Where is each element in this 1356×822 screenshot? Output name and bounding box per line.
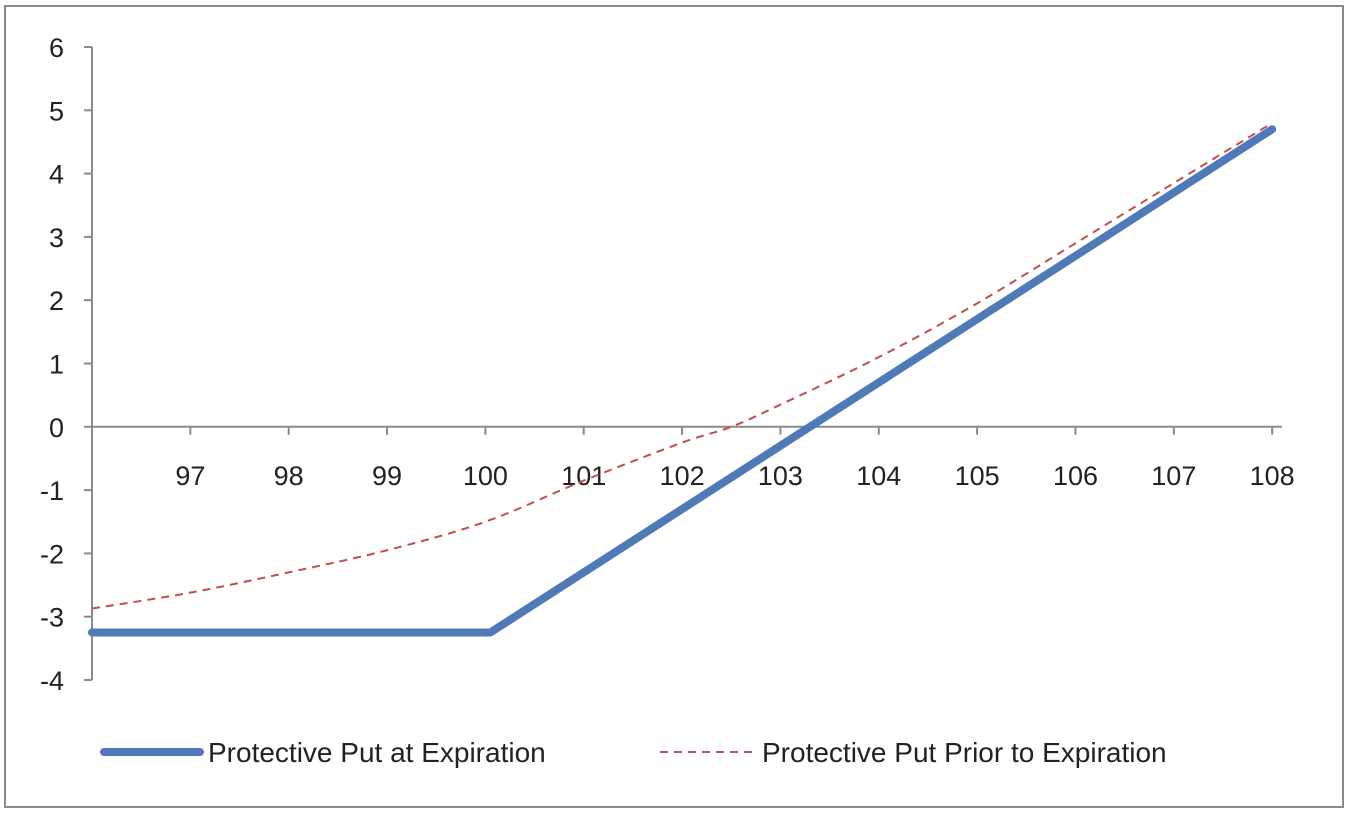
y-tick-label: -1 (40, 476, 64, 506)
x-tick-label: 99 (372, 461, 402, 491)
y-tick-label: 0 (49, 413, 64, 443)
x-tick-label: 103 (758, 461, 803, 491)
chart-frame (4, 5, 1344, 808)
y-tick-label: 1 (49, 350, 64, 380)
y-tick-label: 3 (49, 223, 64, 253)
x-tick-label: 104 (856, 461, 901, 491)
x-tick-label: 97 (175, 461, 205, 491)
x-tick-label: 107 (1151, 461, 1196, 491)
x-tick-label: 105 (955, 461, 1000, 491)
x-tick-label: 106 (1053, 461, 1098, 491)
x-tick-label: 108 (1250, 461, 1295, 491)
y-tick-label: 4 (49, 160, 64, 190)
y-tick-label: -4 (40, 666, 64, 696)
series-line-prior-to-expiration (91, 122, 1273, 610)
y-axis-ticks: -4 -3 -2 -1 0 1 2 3 4 5 6 (40, 33, 92, 696)
x-axis-ticks: 97 98 99 100 101 102 103 104 105 106 107 108 (175, 426, 1295, 491)
legend-label: Protective Put Prior to Expiration (762, 737, 1167, 768)
legend: Protective Put at Expiration Protective P… (100, 737, 1167, 768)
x-tick-label: 98 (274, 461, 304, 491)
y-tick-label: -2 (40, 539, 64, 569)
series-layer (88, 122, 1277, 637)
legend-label: Protective Put at Expiration (208, 737, 546, 768)
y-tick-label: 6 (49, 33, 64, 63)
x-tick-label: 102 (660, 461, 705, 491)
y-tick-label: 5 (49, 96, 64, 126)
series-line-at-expiration (88, 125, 1277, 637)
y-tick-label: 2 (49, 286, 64, 316)
x-tick-label: 100 (463, 461, 508, 491)
y-tick-label: -3 (40, 603, 64, 633)
axes (91, 47, 1282, 680)
